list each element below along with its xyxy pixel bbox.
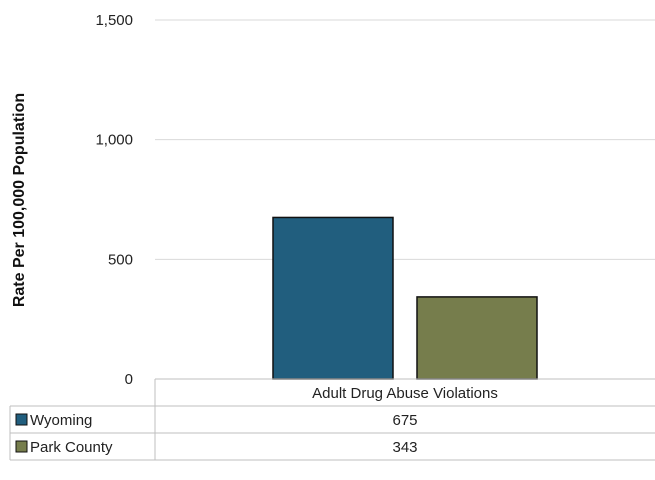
legend-label: Park County	[30, 439, 113, 456]
y-tick-label: 0	[125, 371, 133, 388]
y-tick-label: 1,500	[95, 12, 133, 29]
data-table: Adult Drug Abuse Violations Wyoming 675 Par…	[9, 378, 655, 461]
y-tick-label: 1,000	[95, 132, 133, 149]
bars	[272, 216, 538, 380]
data-label: 343	[392, 439, 417, 456]
y-axis-ticks: 0 500 1,000 1,500	[95, 12, 133, 388]
y-axis-label: Rate Per 100,000 Population	[11, 93, 28, 307]
bar-wyoming	[272, 216, 394, 380]
legend-swatch	[15, 413, 28, 426]
data-label: 675	[392, 412, 417, 429]
y-tick-label: 500	[108, 251, 133, 268]
gridlines	[155, 19, 655, 260]
bar-park-county	[416, 296, 538, 380]
legend-swatch	[15, 440, 28, 453]
legend-label: Wyoming	[30, 412, 92, 429]
table-category-label: Adult Drug Abuse Violations	[312, 385, 498, 402]
